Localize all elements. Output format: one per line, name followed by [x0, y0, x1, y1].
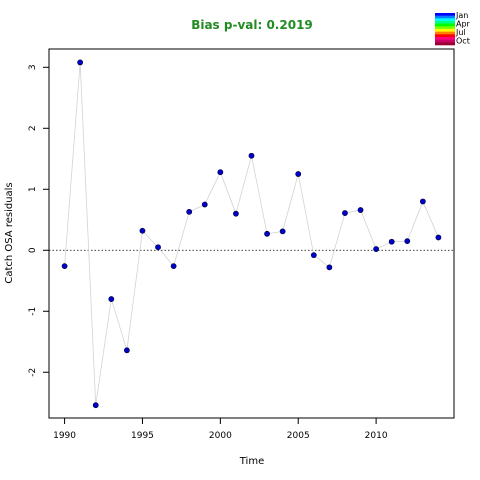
legend-color-swatch [435, 34, 455, 38]
residual-point [279, 228, 286, 235]
y-axis-label: Catch OSA residuals [4, 182, 15, 283]
x-tick-label: 2000 [209, 431, 232, 441]
legend-color-swatch [435, 18, 455, 22]
residual-point [419, 198, 426, 205]
legend-label: Apr [456, 20, 471, 29]
residual-point [264, 230, 270, 237]
residual-point [61, 263, 68, 270]
y-axis: -2 -1 0 1 2 3 [28, 64, 49, 377]
residual-point [248, 152, 255, 159]
y-tick-label: 3 [28, 64, 38, 70]
legend-color-swatch [435, 26, 455, 30]
legend-color-swatch [435, 31, 455, 35]
residual-point [357, 207, 364, 213]
x-tick-label: 1990 [53, 431, 76, 441]
plot-frame [48, 48, 455, 419]
legend-color-swatch [435, 15, 455, 19]
x-tick-label: 2010 [365, 431, 388, 441]
residual-point [435, 234, 442, 241]
y-tick-label: 0 [28, 247, 38, 253]
residual-point [233, 210, 239, 217]
legend-color-swatch [435, 39, 455, 43]
legend-label: Oct [456, 37, 470, 46]
legend-color-swatch [435, 23, 455, 27]
residual-point [404, 238, 411, 245]
residual-point [155, 244, 161, 251]
residual-points [61, 59, 442, 409]
residual-point [201, 201, 208, 208]
y-tick-label: -2 [28, 368, 38, 377]
y-tick-label: 1 [28, 186, 38, 192]
y-tick-label: 2 [28, 125, 38, 131]
x-axis: 1990 1995 2000 2005 2010 [53, 418, 388, 441]
residual-point [123, 347, 130, 354]
x-axis-label: Time [239, 456, 264, 467]
residual-point [139, 227, 146, 234]
x-tick-label: 1995 [131, 431, 154, 441]
y-tick-label: -1 [28, 307, 38, 316]
chart-title: Bias p-val: 0.2019 [191, 18, 313, 32]
residual-connector-line [64, 62, 439, 406]
legend-color-swatch [435, 29, 455, 32]
legend-label: Jul [455, 28, 466, 37]
legend-color-swatch [435, 37, 455, 40]
legend-color-swatch [435, 21, 455, 24]
legend-color-swatch [435, 13, 455, 16]
residual-point [373, 246, 380, 252]
residual-point [77, 59, 84, 66]
residual-point [326, 264, 333, 271]
residual-point [92, 402, 99, 409]
residual-point [295, 171, 302, 177]
residual-point [108, 296, 115, 302]
x-tick-label: 2005 [287, 431, 310, 441]
residual-point [342, 210, 348, 216]
residual-point [217, 169, 224, 176]
residual-point [186, 208, 193, 215]
residual-point [310, 252, 317, 259]
residual-point [170, 263, 177, 270]
legend-color-swatch [435, 42, 455, 46]
residual-point [388, 238, 395, 245]
legend-label: Jan [455, 11, 468, 20]
